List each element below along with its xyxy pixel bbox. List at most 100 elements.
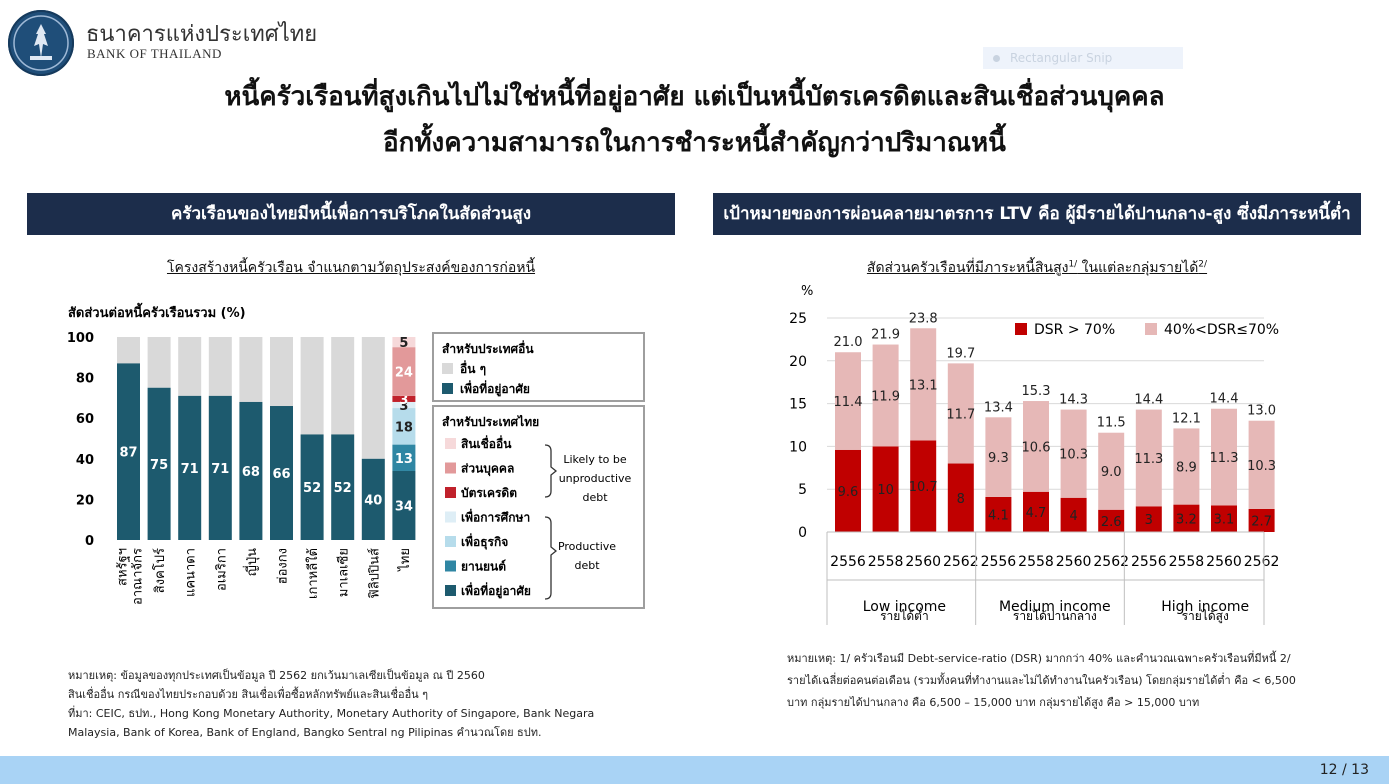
bar-dsr-40-70-segment xyxy=(910,328,937,441)
y-tick-label: 40 xyxy=(76,453,94,468)
left-note-line: สินเชื่ออื่น กรณีของไทยประกอบด้วย สินเชื… xyxy=(68,688,429,701)
y-tick-label: 5 xyxy=(798,482,807,498)
bar-dsr-over-70-segment xyxy=(872,446,899,532)
right-chart-subtitle: สัดส่วนครัวเรือนที่มีภาระหนี้สินสูง1/ ใน… xyxy=(713,257,1361,279)
y-tick-label: 0 xyxy=(798,525,807,541)
bar-other-segment xyxy=(361,337,385,459)
bar-thai-segment xyxy=(392,347,416,396)
left-banner: ครัวเรือนของไทยมีหนี้เพื่อการบริโภคในสัด… xyxy=(27,193,675,235)
bar-data-label: 4.7 xyxy=(1026,506,1047,521)
legend-bracket-unproductive xyxy=(544,444,558,498)
legend-swatch xyxy=(1145,323,1157,335)
legend-item-label: เพื่อที่อยู่อาศัย xyxy=(461,582,531,599)
bar-total-label: 13.0 xyxy=(1247,404,1276,419)
snip-label: Rectangular Snip xyxy=(1010,51,1113,65)
high-debt-burden-chart: % 0 5 10 15 20 25 9.6 11.4 21.0 2556 10 11.9 21.9 2558… xyxy=(789,284,1280,625)
x-category-label: สิงคโปร์ xyxy=(152,548,168,593)
x-category-label: มาเลเซีย xyxy=(336,548,352,597)
bar-data-label: 9.0 xyxy=(1101,465,1122,480)
bar-dsr-40-70-segment xyxy=(872,344,899,447)
bank-logo xyxy=(8,10,74,76)
x-tick-label: 2558 xyxy=(1018,554,1054,570)
bar-dsr-40-70-segment xyxy=(1135,409,1162,507)
x-tick-label: 2556 xyxy=(1131,554,1167,570)
bar-dsr-40-70-segment xyxy=(1173,428,1200,505)
bar-thai-segment xyxy=(392,408,416,445)
right-subtitle-mid: ในแต่ละกลุ่มรายได้ xyxy=(1077,260,1199,276)
y-tick-label: 0 xyxy=(85,534,94,549)
bar-housing-segment xyxy=(239,401,263,540)
legend-item-label: เพื่อธุรกิจ xyxy=(461,533,508,550)
legend-group-label: Likely to be xyxy=(563,453,627,466)
bar-dsr-over-70-segment xyxy=(1211,505,1237,532)
legend-group-label: Productive xyxy=(558,540,616,553)
bar-dsr-40-70-segment xyxy=(1211,408,1237,506)
bar-data-label: 40 xyxy=(364,493,382,508)
bar-other-segment xyxy=(331,337,355,435)
bar-data-label: 52 xyxy=(303,481,321,496)
page-title-line1: หนี้ครัวเรือนที่สูงเกินไปไม่ใช่หนี้ที่อย… xyxy=(224,82,1165,112)
bar-data-label: 10.3 xyxy=(1059,448,1088,463)
x-tick-label: 2560 xyxy=(1056,554,1092,570)
bar-housing-segment xyxy=(270,406,293,540)
y-tick-label: 10 xyxy=(789,439,807,455)
x-category-label: อาณาจักร xyxy=(131,548,146,605)
legend-thai-box xyxy=(432,405,645,609)
bar-dsr-40-70-segment xyxy=(947,363,974,464)
bar-other-segment xyxy=(270,337,293,407)
bar-dsr-over-70-segment xyxy=(1060,497,1087,532)
bar-data-label: 9.3 xyxy=(988,451,1009,466)
x-category-label: สหรัฐฯ xyxy=(116,548,131,586)
legend-item-label: เพื่อที่อยู่อาศัย xyxy=(460,380,530,397)
x-category-label: เกาหลีใต้ xyxy=(305,548,321,599)
y-tick-label: 80 xyxy=(76,372,94,387)
bar-total-label: 12.1 xyxy=(1172,411,1201,426)
legend-swatch xyxy=(445,438,456,449)
x-group-label-en: Low income xyxy=(863,599,946,615)
x-tick-label: 2562 xyxy=(1093,554,1129,570)
x-tick-label: 2556 xyxy=(830,554,866,570)
right-banner: เป้าหมายของการผ่อนคลายมาตรการ LTV คือ ผู… xyxy=(713,193,1361,235)
bar-dsr-over-70-segment xyxy=(1098,509,1125,532)
bar-total-label: 14.4 xyxy=(1210,392,1239,407)
right-note-line: บาท กลุ่มรายได้ปานกลาง คือ 6,500 – 15,00… xyxy=(787,696,1200,709)
bar-data-label: 3.2 xyxy=(1176,512,1197,527)
bar-data-label: 18 xyxy=(395,420,413,435)
page-title-line2: อีกทั้งความสามารถในการชำระหนี้สำคัญกว่าป… xyxy=(383,128,1006,158)
bar-data-label: 8 xyxy=(957,492,965,507)
bar-data-label: 11.4 xyxy=(834,395,863,410)
legend-item-label: DSR > 70% xyxy=(1034,322,1115,338)
rectangular-snip-overlay[interactable]: Rectangular Snip xyxy=(983,47,1183,69)
bank-name-english: BANK OF THAILAND xyxy=(87,46,222,61)
bar-total-label: 14.4 xyxy=(1134,393,1163,408)
bar-data-label: 10.7 xyxy=(909,480,938,495)
bar-housing-segment xyxy=(208,395,232,540)
bar-dsr-over-70-segment xyxy=(1173,504,1200,532)
bar-data-label: 71 xyxy=(211,462,229,477)
bar-data-label: 8.9 xyxy=(1176,461,1197,476)
legend-swatch xyxy=(445,511,456,523)
left-notes: หมายเหตุ: ข้อมูลของทุกประเทศเป็นข้อมูล ป… xyxy=(68,666,594,742)
bar-housing-segment xyxy=(361,458,385,540)
left-note-line: Malaysia, Bank of Korea, Bank of England… xyxy=(68,726,542,739)
bar-dsr-over-70-segment xyxy=(910,440,937,532)
legend-group-label: debt xyxy=(582,491,608,504)
bar-data-label: 11.3 xyxy=(1210,451,1239,466)
legend-item-label: บัตรเครดิต xyxy=(461,486,517,500)
bar-data-label: 3 xyxy=(399,393,408,408)
household-debt-structure-chart: สัดส่วนต่อหนี้ครัวเรือนรวม (%) 0 20 40 60 80 1… xyxy=(67,302,645,609)
x-tick-label: 2560 xyxy=(1206,554,1242,570)
legend-item-label: อื่น ๆ xyxy=(460,360,486,376)
right-note-line: หมายเหตุ: 1/ ครัวเรือนมี Debt-service-ra… xyxy=(787,652,1291,665)
bar-dsr-over-70-segment xyxy=(1023,491,1049,532)
y-tick-label: 25 xyxy=(789,311,807,327)
bar-total-label: 21.9 xyxy=(871,328,900,343)
right-subtitle-sup2: 2/ xyxy=(1198,259,1208,270)
legend-swatch xyxy=(445,585,456,596)
bar-other-segment xyxy=(239,337,263,402)
x-tick-label: 2562 xyxy=(943,554,979,570)
legend-group-label: unproductive xyxy=(559,472,632,485)
x-tick-label: 2562 xyxy=(1244,554,1280,570)
bar-data-label: 52 xyxy=(334,481,352,496)
right-notes: หมายเหตุ: 1/ ครัวเรือนมี Debt-service-ra… xyxy=(787,648,1296,714)
